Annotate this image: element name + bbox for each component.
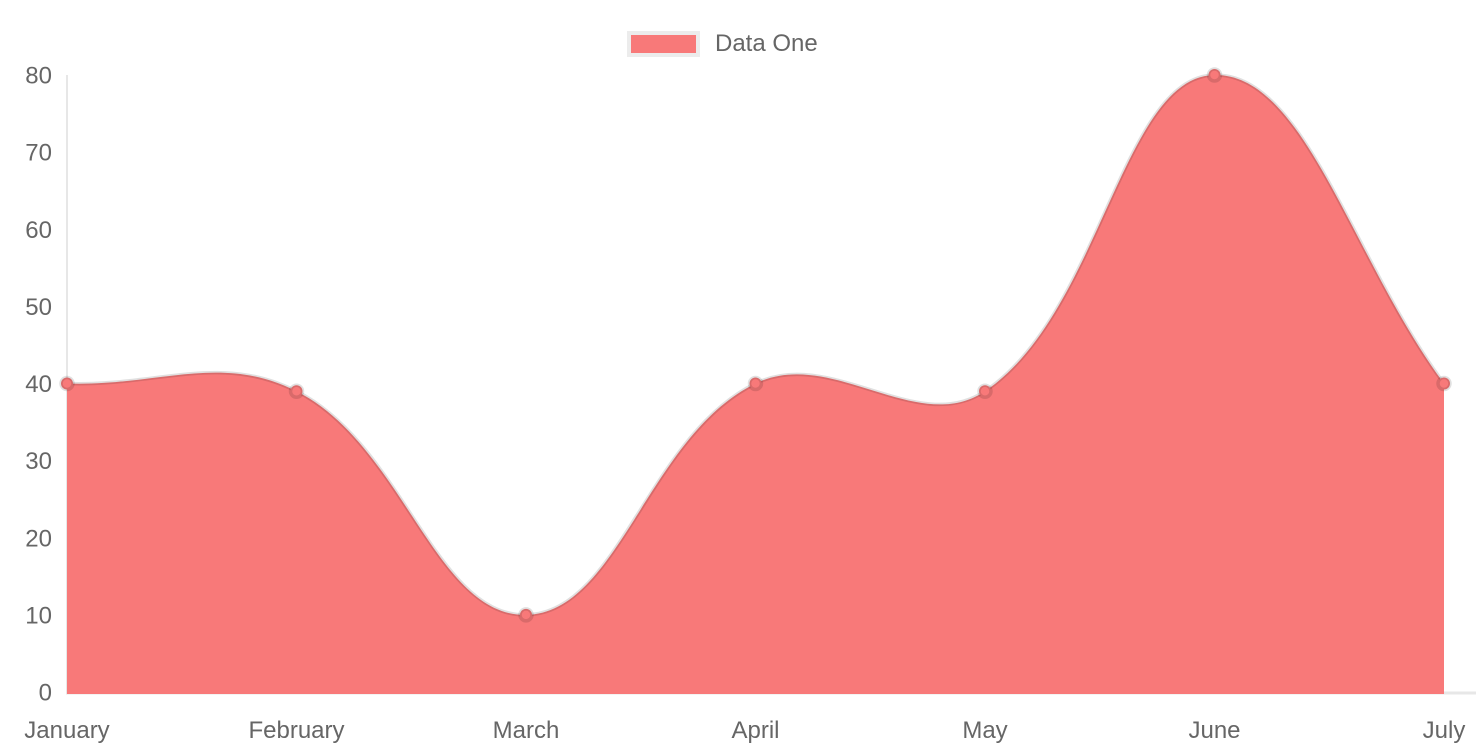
legend-label: Data One: [715, 30, 818, 57]
x-axis-tick-label: July: [1423, 717, 1466, 744]
data-point: [518, 607, 534, 623]
data-point: [747, 375, 764, 392]
data-point: [1206, 67, 1223, 83]
x-axis-tick-label: May: [962, 717, 1007, 744]
legend-item-data-one[interactable]: Data One: [627, 31, 818, 57]
y-axis-tick-label: 40: [25, 371, 52, 398]
y-axis-tick-label: 30: [25, 448, 52, 475]
y-axis-tick-label: 80: [25, 63, 52, 90]
x-axis-tick-label: February: [248, 717, 344, 744]
y-axis-tick-label: 70: [25, 140, 52, 167]
legend-swatch: [627, 31, 700, 57]
x-axis-tick-label: June: [1188, 717, 1240, 744]
data-point: [1436, 375, 1452, 392]
x-axis-tick-label: April: [731, 717, 779, 744]
data-point: [288, 383, 305, 399]
series-line: [65, 73, 1446, 617]
y-axis-tick-label: 0: [39, 680, 52, 707]
y-axis-tick-label: 10: [25, 602, 52, 629]
x-axis-tick-label: March: [493, 717, 560, 744]
data-point: [977, 383, 993, 399]
x-axis-tick-label: January: [24, 717, 109, 744]
y-axis-tick-label: 20: [25, 525, 52, 552]
y-axis-tick-label: 50: [25, 294, 52, 321]
data-point: [59, 375, 75, 392]
y-axis-tick-label: 60: [25, 217, 52, 244]
